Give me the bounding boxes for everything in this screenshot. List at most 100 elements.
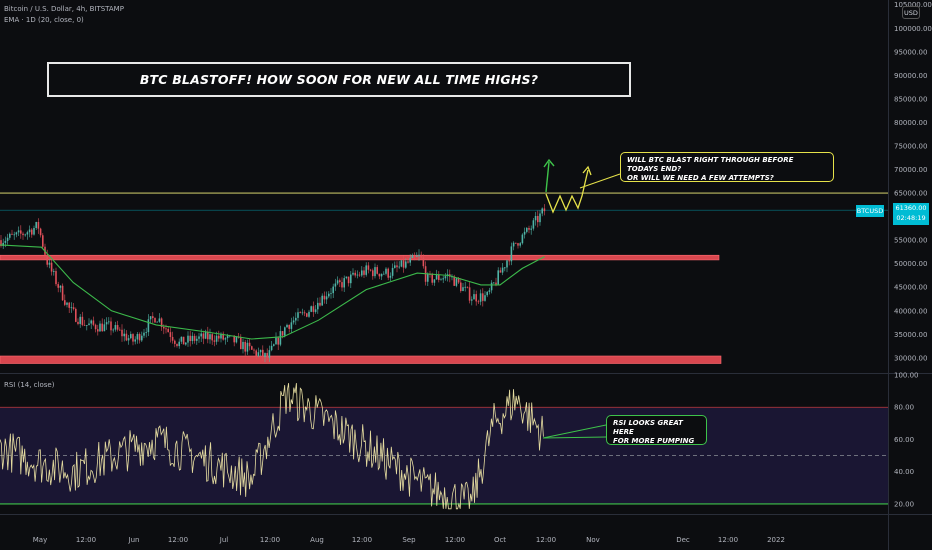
candle-body <box>37 222 40 229</box>
rsi-tick-label: 100.00 <box>894 372 919 380</box>
ema-line <box>0 244 545 340</box>
time-axis-label: 12:00 <box>536 536 556 544</box>
candle-body <box>378 273 381 277</box>
candle-body <box>290 322 293 329</box>
candle-body <box>385 268 387 274</box>
candle-body <box>515 242 517 244</box>
candle-body <box>334 283 337 287</box>
candle-body <box>537 215 539 223</box>
candle-body <box>189 335 191 342</box>
candle-body <box>64 300 66 305</box>
candle-body <box>248 342 251 347</box>
yellow-zigzag-path <box>545 169 589 214</box>
candle-body <box>526 228 528 232</box>
candle-body <box>156 321 158 323</box>
time-axis-label: Nov <box>586 536 600 544</box>
candle-body <box>411 255 414 259</box>
candle-body <box>196 338 198 341</box>
candle-body <box>198 336 200 339</box>
candle-body <box>442 278 444 280</box>
currency-button[interactable]: USD <box>902 6 920 19</box>
chart-title-text: BTC BLASTOFF! HOW SOON FOR NEW ALL TIME … <box>139 72 539 87</box>
price-tick-label: 70000.00 <box>894 166 927 174</box>
support-band-lower <box>0 355 722 364</box>
candle-body <box>92 320 95 325</box>
candle-body <box>90 320 92 324</box>
price-annotation-note: WILL BTC BLAST RIGHT THROUGH BEFORE TODA… <box>620 152 834 182</box>
yellow-arrow-head <box>582 165 592 176</box>
candle-body <box>519 243 521 246</box>
symbol-price-tag: BTCUSD <box>856 205 884 217</box>
candle-body <box>466 286 469 288</box>
candle-body <box>394 265 396 268</box>
candle-body <box>24 234 26 236</box>
candle-body <box>308 311 310 317</box>
candle-body <box>255 350 257 356</box>
candle-body <box>336 280 339 284</box>
time-axis-label: Sep <box>402 536 416 544</box>
candle-body <box>512 242 515 247</box>
candle-body <box>471 299 473 301</box>
candle-body <box>50 262 53 272</box>
candle-body <box>352 272 354 275</box>
candle-body <box>396 265 398 268</box>
candle-body <box>504 267 506 269</box>
candle-body <box>490 282 493 291</box>
candle-body <box>22 233 24 236</box>
candle-body <box>314 309 317 312</box>
price-tick-label: 30000.00 <box>894 354 927 362</box>
candle-body <box>11 233 13 235</box>
candle-body <box>163 327 165 329</box>
candle-body <box>79 316 81 324</box>
candle-body <box>543 208 546 212</box>
candle-body <box>123 333 125 337</box>
candle-body <box>103 324 106 332</box>
time-axis-label: 12:00 <box>352 536 372 544</box>
candle-body <box>297 312 299 318</box>
candle-body <box>279 331 282 345</box>
candle-body <box>440 279 442 281</box>
time-axis-label: Aug <box>310 536 324 544</box>
candle-body <box>145 332 147 333</box>
candle-body <box>457 278 460 283</box>
candle-body <box>178 341 180 347</box>
candle-body <box>402 260 405 268</box>
price-tick-label: 105000.00 <box>894 1 932 9</box>
candle-body <box>460 282 462 292</box>
candle-body <box>433 279 436 283</box>
rsi-note-line-1: RSI LOOKS GREAT HERE <box>613 419 683 436</box>
candle-body <box>180 336 183 342</box>
candle-body <box>310 306 312 312</box>
candle-body <box>39 228 42 236</box>
candle-body <box>9 233 11 238</box>
candle-body <box>136 334 139 340</box>
candle-body <box>312 306 315 312</box>
time-axis-label: 2022 <box>767 536 785 544</box>
candle-body <box>6 237 9 241</box>
candle-body <box>86 325 88 326</box>
candle-body <box>33 227 35 235</box>
candle-body <box>143 332 145 336</box>
candle-body <box>182 336 185 345</box>
candle-body <box>167 329 169 333</box>
countdown-value: 02:48:19 <box>896 214 926 222</box>
candle-body <box>138 334 141 341</box>
candle-body <box>134 339 136 342</box>
candle-body <box>147 319 150 333</box>
candle-body <box>176 343 178 347</box>
candle-body <box>295 317 297 321</box>
price-tick-label: 80000.00 <box>894 119 927 127</box>
candle-body <box>169 332 172 337</box>
candle-body <box>235 336 238 343</box>
candle-body <box>273 344 275 346</box>
candle-body <box>209 334 211 340</box>
candle-body <box>372 270 374 277</box>
candle-body <box>35 222 37 228</box>
candle-body <box>61 285 64 301</box>
candle-body <box>244 341 246 352</box>
candle-body <box>369 269 372 271</box>
candle-body <box>246 342 249 352</box>
green-arrow-head <box>543 158 555 168</box>
